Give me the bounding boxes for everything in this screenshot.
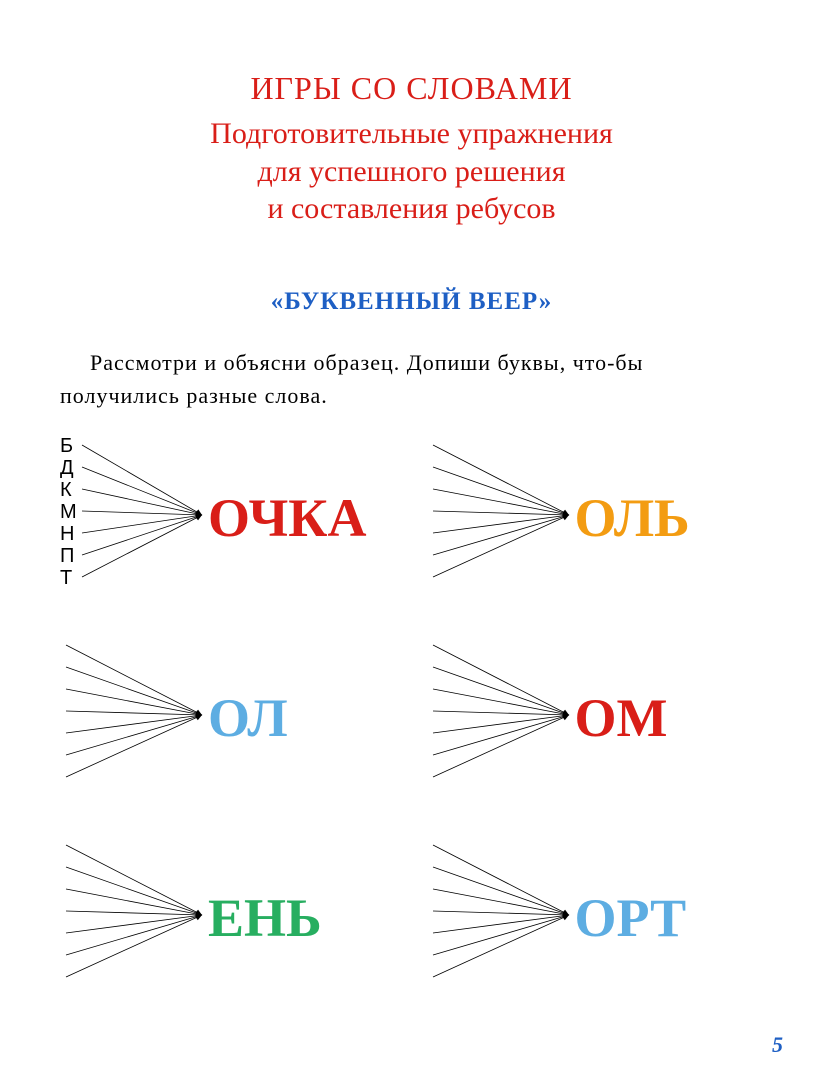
fan-arrows xyxy=(427,437,577,597)
fan-letters: БДКМНПТ xyxy=(60,435,77,589)
fan-letter: П xyxy=(60,545,77,567)
subtitle-line1: Подготовительные упражнения xyxy=(210,117,613,150)
section-title: «БУКВЕННЫЙ ВЕЕР» xyxy=(60,288,763,316)
fan-letter: Т xyxy=(60,567,77,589)
fan-word: ОМ xyxy=(575,687,668,749)
fan-arrows xyxy=(60,637,210,797)
fan-item: ОМ xyxy=(427,637,764,797)
fan-letter: Н xyxy=(60,523,77,545)
fan-arrows xyxy=(60,837,210,997)
fan-word: ОЛ xyxy=(208,687,288,749)
fan-grid: БДКМНПТ ОЧКА ОЛЬ ОЛ ОМ ЕНЬ ОРТ xyxy=(60,437,763,997)
fan-word: ОРТ xyxy=(575,887,687,949)
fan-letter: М xyxy=(60,501,77,523)
fan-word: ОЧКА xyxy=(208,487,366,549)
fan-arrows xyxy=(60,437,210,597)
fan-arrows xyxy=(427,637,577,797)
page-title: ИГРЫ СО СЛОВАМИ xyxy=(60,70,763,107)
fan-item: ЕНЬ xyxy=(60,837,397,997)
fan-item: БДКМНПТ ОЧКА xyxy=(60,437,397,597)
page-number: 5 xyxy=(772,1032,783,1058)
fan-word: ЕНЬ xyxy=(208,887,322,949)
fan-letter: Д xyxy=(60,457,77,479)
fan-letter: К xyxy=(60,479,77,501)
fan-arrows xyxy=(427,837,577,997)
subtitle-line3: и составления ребусов xyxy=(267,192,555,225)
subtitle-line2: для успешного решения xyxy=(257,155,565,188)
fan-item: ОРТ xyxy=(427,837,764,997)
fan-word: ОЛЬ xyxy=(575,487,690,549)
instruction-text: Рассмотри и объясни образец. Допиши букв… xyxy=(60,346,763,412)
fan-letter: Б xyxy=(60,435,77,457)
fan-item: ОЛЬ xyxy=(427,437,764,597)
page-subtitle: Подготовительные упражнения для успешног… xyxy=(60,115,763,228)
fan-item: ОЛ xyxy=(60,637,397,797)
